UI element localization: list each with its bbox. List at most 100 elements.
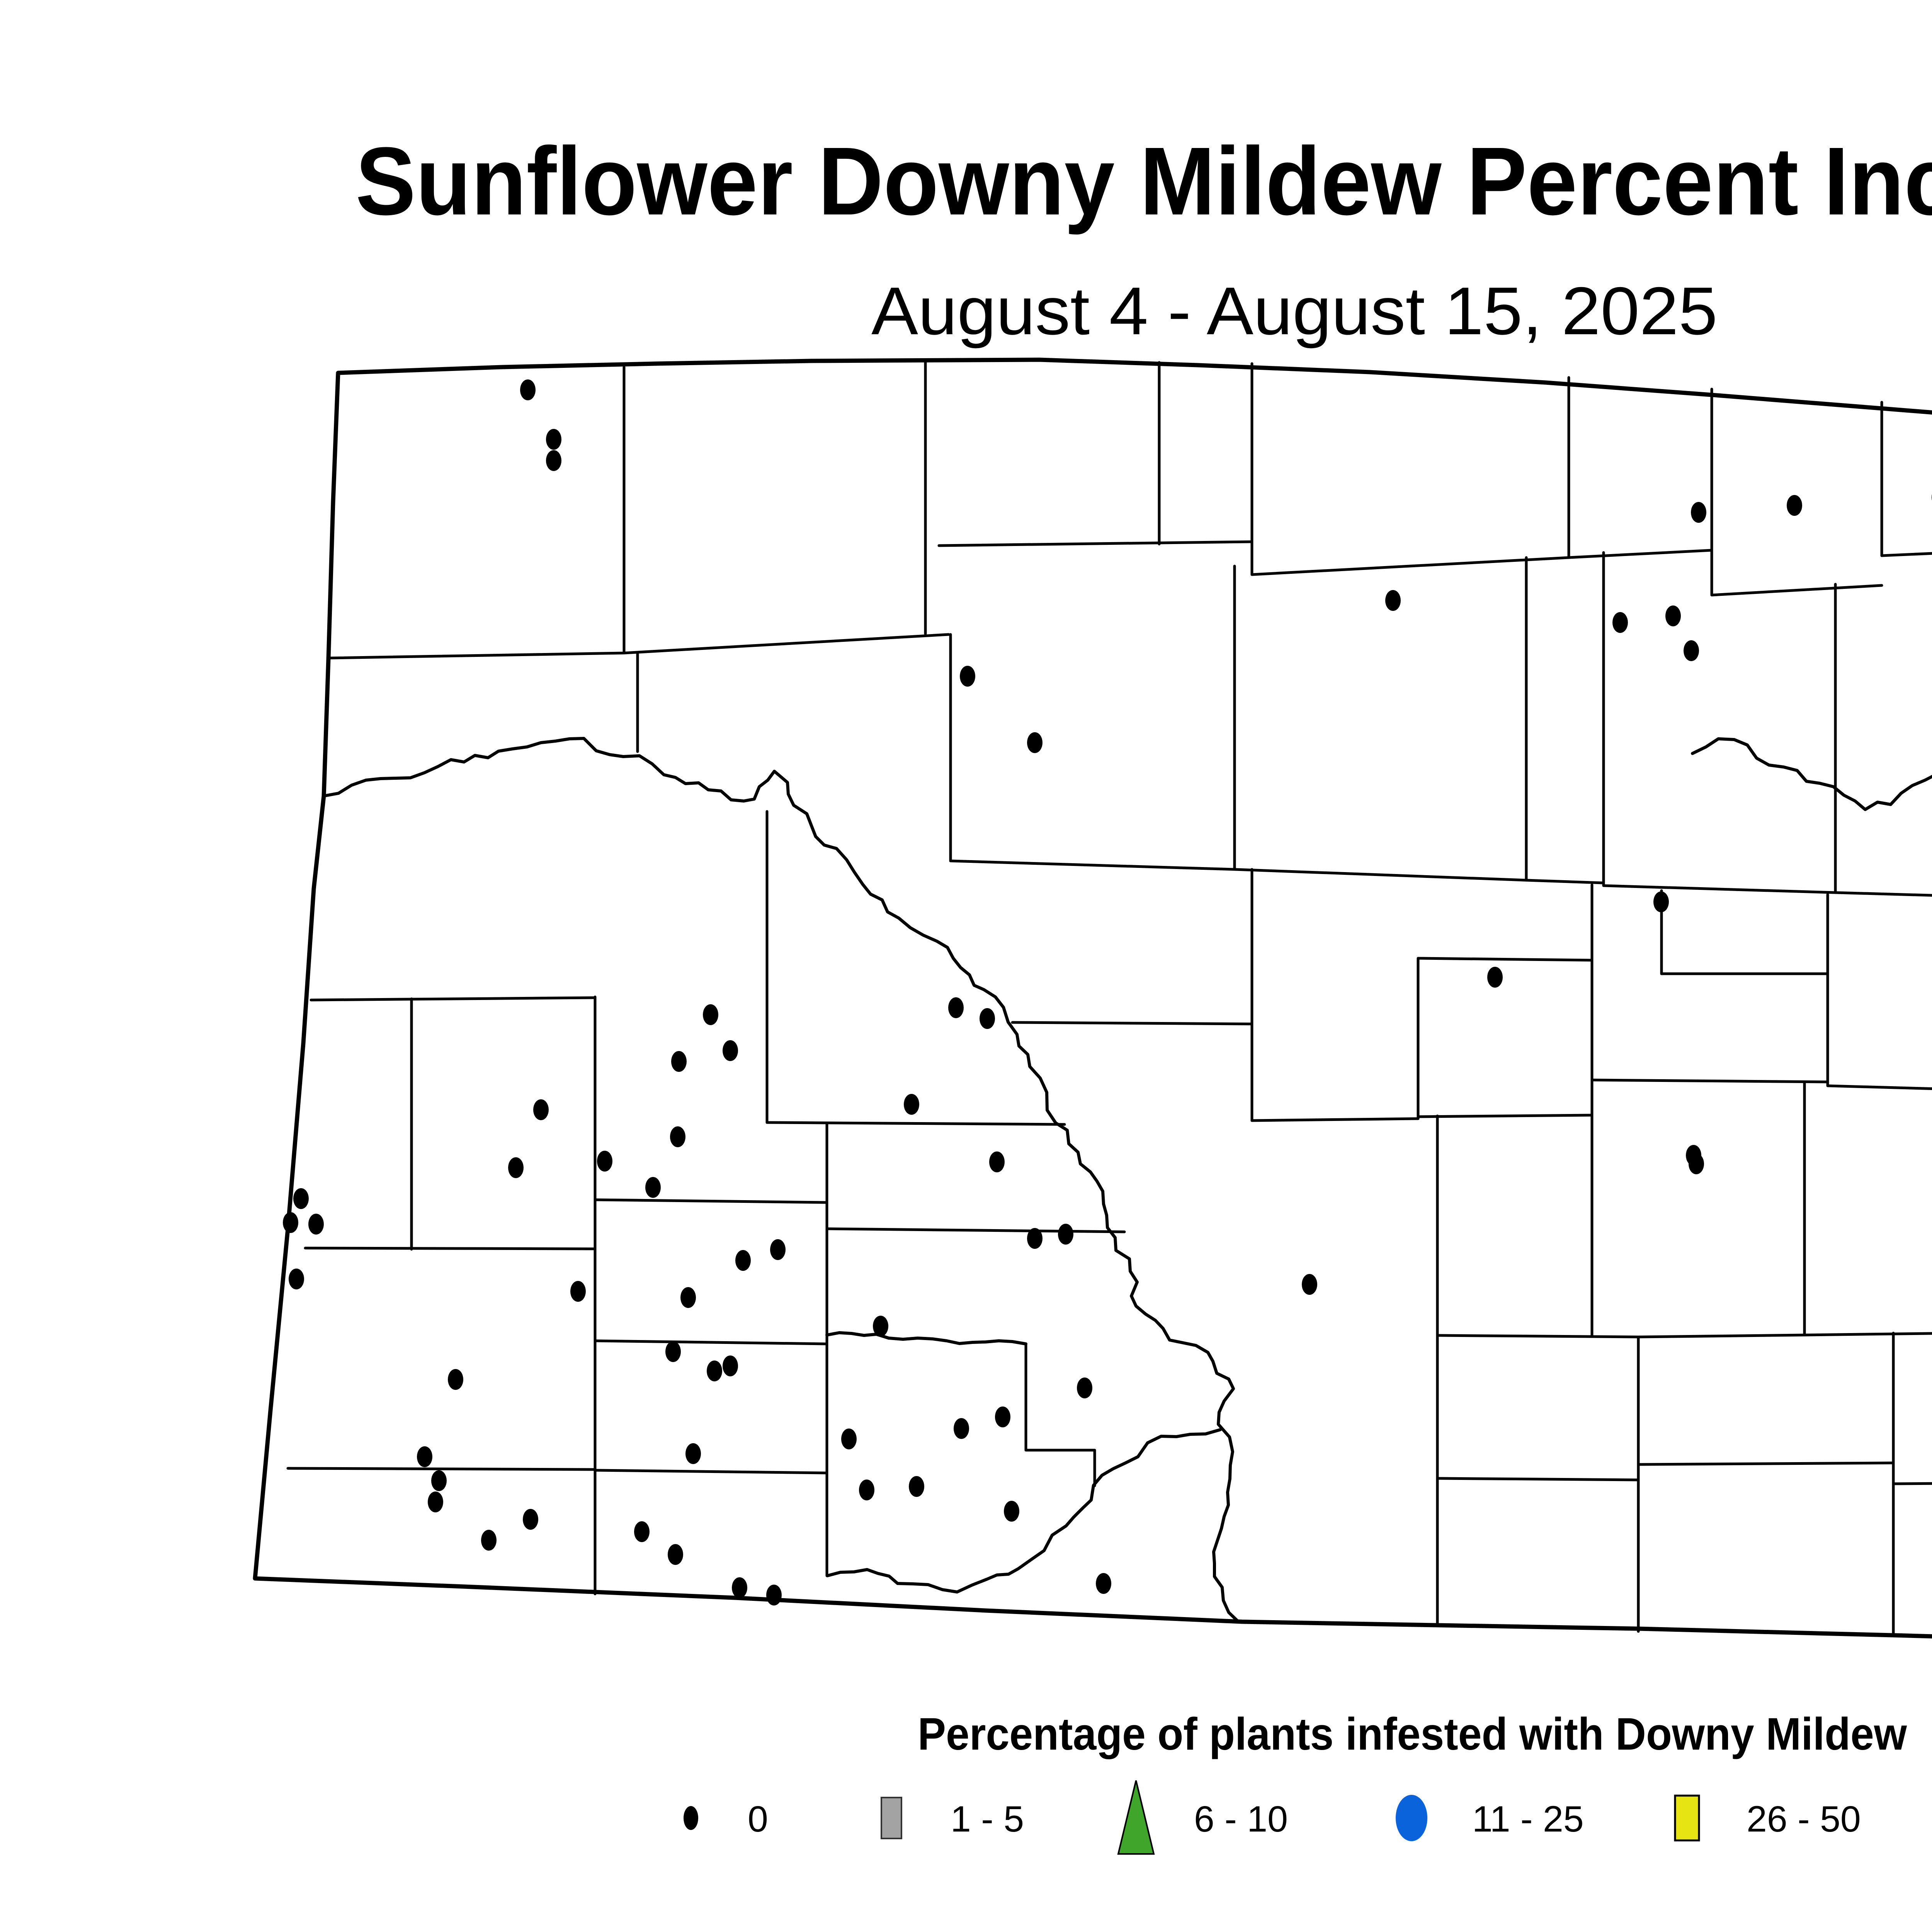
legend-marker-blue-circle	[1396, 1795, 1427, 1841]
survey-point	[1302, 1274, 1317, 1295]
survey-point	[520, 379, 536, 400]
survey-point	[1077, 1378, 1092, 1398]
county-border-line	[594, 1339, 828, 1345]
survey-point	[1653, 891, 1669, 912]
survey-point	[1691, 502, 1706, 523]
county-border-line	[304, 1247, 597, 1250]
survey-point	[523, 1509, 538, 1530]
survey-point	[668, 1544, 683, 1565]
survey-point	[1684, 640, 1699, 661]
survey-point	[448, 1369, 463, 1390]
survey-point	[508, 1157, 524, 1178]
state-outline	[253, 357, 1932, 1639]
river-border-line	[825, 1331, 1027, 1345]
survey-point	[283, 1212, 298, 1233]
survey-point	[766, 1585, 782, 1605]
survey-point	[1787, 495, 1802, 516]
county-borders	[286, 360, 1932, 1637]
county-border-line	[1834, 891, 1932, 897]
legend-marker-dot	[684, 1806, 698, 1830]
survey-point	[1612, 612, 1628, 633]
survey-point	[431, 1470, 447, 1491]
county-border-line	[1892, 1482, 1932, 1485]
survey-point	[671, 1051, 687, 1072]
survey-point	[546, 429, 561, 450]
county-border-line	[1250, 1117, 1420, 1122]
county-border-line	[1880, 552, 1932, 557]
survey-point	[1689, 1153, 1704, 1174]
survey-point	[735, 1250, 751, 1271]
river-border-line	[1691, 737, 1932, 811]
survey-point	[707, 1361, 722, 1381]
county-border-line	[949, 859, 1236, 871]
legend-marker-yellow-square	[1674, 1794, 1700, 1842]
survey-point	[960, 666, 975, 687]
survey-point	[873, 1316, 888, 1337]
survey-point	[989, 1151, 1005, 1172]
river-border-line	[322, 737, 1240, 1623]
survey-point	[909, 1476, 924, 1497]
survey-point	[1385, 590, 1401, 611]
legend-marker-gray-square	[881, 1797, 902, 1839]
legend-label-11-25: 11 - 25	[1472, 1799, 1584, 1840]
survey-point	[665, 1341, 681, 1362]
legend-label-6-10: 6 - 10	[1194, 1799, 1288, 1840]
survey-point	[680, 1287, 696, 1308]
survey-point	[1487, 967, 1503, 988]
river-border-line	[826, 1428, 1222, 1594]
legend: Percentage of plants infested with Downy…	[684, 1709, 1907, 1855]
river-borders	[322, 737, 1932, 1623]
survey-point	[417, 1446, 432, 1467]
survey-point	[570, 1281, 586, 1302]
legend-label-0: 0	[748, 1799, 768, 1840]
survey-point	[770, 1239, 786, 1260]
survey-point	[685, 1443, 701, 1464]
county-border-line	[1590, 1078, 1829, 1083]
survey-point	[723, 1040, 738, 1061]
survey-point	[723, 1355, 738, 1376]
county-border-line	[594, 1198, 828, 1204]
survey-point	[948, 997, 964, 1018]
survey-point	[904, 1094, 919, 1115]
survey-point	[533, 1099, 549, 1120]
county-border-line	[1233, 868, 1528, 882]
legend-title: Percentage of plants infested with Downy…	[918, 1709, 1907, 1760]
county-border-line	[825, 1227, 1126, 1233]
page-subtitle: August 4 - August 15, 2025	[871, 274, 1718, 349]
survey-point	[634, 1521, 650, 1542]
legend-label-26-50: 26 - 50	[1747, 1799, 1861, 1840]
county-border-line	[1637, 1461, 1895, 1466]
survey-point	[1027, 732, 1043, 753]
county-border-line	[1417, 1114, 1594, 1118]
survey-point	[732, 1577, 747, 1598]
county-border-line	[1602, 884, 1837, 894]
county-border-line	[1826, 1084, 1932, 1090]
page-title: Sunflower Downy Mildew Percent Incidence	[355, 127, 1932, 235]
county-border-line	[1436, 1477, 1640, 1481]
survey-point	[428, 1492, 443, 1512]
survey-point	[980, 1008, 995, 1029]
survey-points	[283, 379, 1932, 1605]
legend-label-1-5: 1 - 5	[951, 1799, 1024, 1840]
survey-point	[1027, 1228, 1043, 1249]
county-border-line	[286, 1467, 597, 1471]
survey-point	[289, 1269, 304, 1289]
survey-point	[308, 1214, 324, 1235]
survey-point	[293, 1188, 309, 1209]
survey-point	[481, 1530, 497, 1551]
county-border-line	[1525, 879, 1605, 884]
county-border-line	[1011, 1021, 1253, 1026]
survey-point	[859, 1480, 874, 1500]
survey-point	[597, 1151, 612, 1172]
county-border-line	[765, 1121, 1066, 1126]
survey-point	[954, 1418, 969, 1439]
survey-point	[670, 1126, 685, 1147]
survey-point	[1096, 1573, 1111, 1594]
survey-point	[703, 1004, 718, 1025]
survey-point	[1058, 1224, 1073, 1245]
legend-marker-green-triangle	[1117, 1780, 1155, 1855]
county-border-line	[1417, 957, 1594, 962]
county-border-line	[937, 540, 1253, 547]
county-border-line	[594, 1469, 828, 1475]
